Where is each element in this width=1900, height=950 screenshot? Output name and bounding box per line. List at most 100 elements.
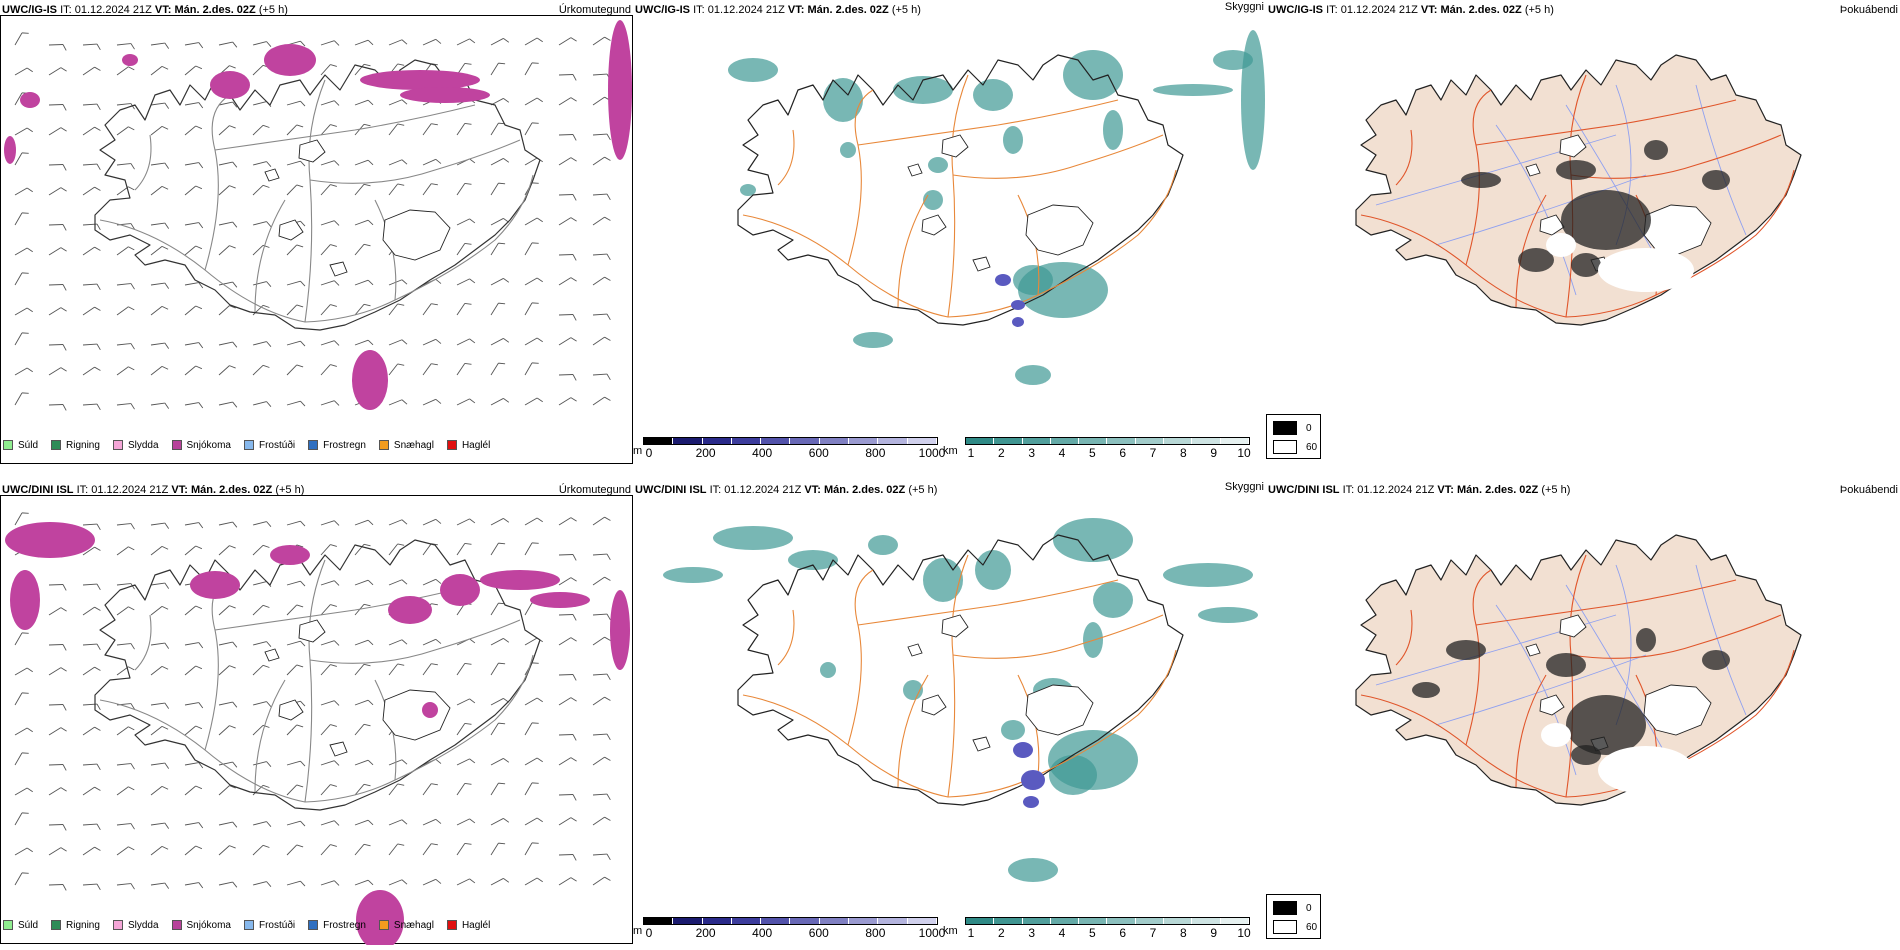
precip-legend-swatch <box>51 440 62 450</box>
wind-barb-icon <box>354 279 374 286</box>
wind-barb-icon <box>490 158 510 166</box>
low-visibility-area <box>1008 858 1058 882</box>
wind-barb-icon <box>592 336 611 346</box>
colorbar-step <box>878 918 908 924</box>
wind-barb-icon <box>456 158 476 166</box>
wind-barb-icon <box>490 338 510 346</box>
wind-barb-icon <box>558 757 577 766</box>
wind-barb-icon <box>184 402 204 409</box>
colorbar-tick-label: 8 <box>1179 446 1187 460</box>
wind-barb-icon <box>150 185 169 196</box>
wind-barb-icon <box>320 544 337 556</box>
model-name: UWC/IG-IS <box>635 4 690 16</box>
wind-barb-icon <box>558 337 577 346</box>
wind-barb-icon <box>320 640 340 646</box>
colorbar-step <box>673 438 703 444</box>
road <box>204 94 231 271</box>
wind-barb-icon <box>14 187 33 196</box>
wind-barb-icon <box>116 163 135 170</box>
wind-barb-icon <box>184 605 203 616</box>
wind-barb-icon <box>116 726 135 736</box>
glacier-outline <box>382 209 451 261</box>
iceland-outline <box>1355 54 1802 326</box>
snowfall-area <box>270 545 310 565</box>
low-visibility-area <box>973 79 1013 111</box>
colorbar-unit: m <box>633 445 643 457</box>
road <box>1570 614 1782 659</box>
wind-barb-icon <box>150 642 170 649</box>
wind-barb-icon <box>150 162 170 169</box>
wind-barb-icon <box>490 98 510 106</box>
road <box>1395 609 1413 666</box>
colorbar-step <box>731 438 762 444</box>
colorbar-tick-label: 5 <box>1088 926 1096 940</box>
wind-barb-icon <box>354 183 371 196</box>
low-visibility-area <box>1003 126 1023 154</box>
wind-barb-icon <box>184 785 203 796</box>
precip-legend-label: Rigning <box>66 439 100 451</box>
glacier-area <box>1541 723 1571 747</box>
panel-header: UWC/DINI ISL IT: 01.12.2024 21Z VT: Mán.… <box>2 484 631 498</box>
wind-barb-icon <box>82 223 101 231</box>
wind-barb-icon <box>456 518 476 526</box>
colorbar-step <box>761 438 791 444</box>
road <box>952 134 1164 179</box>
precip-legend-label: Snæhagl <box>393 919 434 931</box>
panel-title: Þokuábendi <box>1839 4 1898 16</box>
wind-barb-icon <box>218 641 238 648</box>
wind-barb-icon <box>388 819 408 826</box>
wind-barb-icon <box>524 157 543 166</box>
init-time: 01.12.2024 21Z <box>1357 484 1435 496</box>
wind-barb-icon <box>490 38 510 46</box>
snowfall-area <box>4 136 16 164</box>
panel-title: Úrkomutegund <box>558 4 631 16</box>
wind-barb-icon <box>456 38 476 46</box>
low-visibility-area <box>975 550 1011 590</box>
wind-barb-icon <box>456 302 472 316</box>
wind-barb-icon <box>184 845 203 856</box>
glacier-outline <box>972 736 991 752</box>
wind-barb-icon <box>524 397 543 406</box>
glacier-outline <box>921 214 947 236</box>
wind-barb-icon <box>150 42 170 49</box>
precip-legend: Súld Rigning Slydda Snjókoma Frostúði Frostre… <box>3 435 503 455</box>
wind-barb-icon <box>558 614 577 621</box>
wind-barb-icon <box>592 853 611 861</box>
wind-barb-icon <box>218 665 236 676</box>
wind-barb-icon <box>218 545 236 556</box>
wind-barb-icon <box>286 304 304 316</box>
low-visibility-area <box>1198 607 1258 623</box>
colorbar-step <box>1050 918 1080 924</box>
wind-barb-icon <box>422 663 438 676</box>
wind-barb-icon <box>422 123 438 136</box>
wind-barb-icon <box>320 664 337 676</box>
wind-barb-icon <box>592 516 611 526</box>
panel-header: UWC/DINI ISL IT: 01.12.2024 21Z VT: Mán.… <box>1268 484 1898 498</box>
precip-legend-item: Haglél <box>446 920 490 931</box>
glacier-outline <box>1525 163 1541 177</box>
wind-barb-icon <box>286 160 306 167</box>
wind-barb-icon <box>354 99 374 106</box>
wind-barb-icon <box>354 879 374 886</box>
wind-barb-icon <box>14 692 29 706</box>
wind-barb-icon <box>252 701 272 708</box>
wind-barb-icon <box>116 246 135 256</box>
wind-barb-icon <box>354 159 374 166</box>
wind-barb-icon <box>422 518 442 526</box>
colorbar-step <box>1079 918 1108 924</box>
visibility-panel-bottom: 133941232714707423137146 UWC/DINI ISL IT… <box>633 480 1266 945</box>
wind-barb-icon <box>592 156 611 166</box>
wind-barb-icon <box>524 637 543 646</box>
wind-barb-icon <box>524 122 539 136</box>
snowfall-area <box>352 350 388 410</box>
wind-barb-icon <box>184 222 204 229</box>
wind-barb-icon <box>524 817 543 826</box>
wind-barb-icon <box>286 580 306 587</box>
it-label: IT: <box>76 484 89 496</box>
wind-barb-icon <box>184 162 204 169</box>
wind-barb-icon <box>388 39 408 46</box>
wind-barb-icon <box>388 639 408 646</box>
wind-barb-icon <box>320 520 340 526</box>
wind-barb-icon <box>82 366 101 376</box>
low-visibility-area <box>820 662 836 678</box>
